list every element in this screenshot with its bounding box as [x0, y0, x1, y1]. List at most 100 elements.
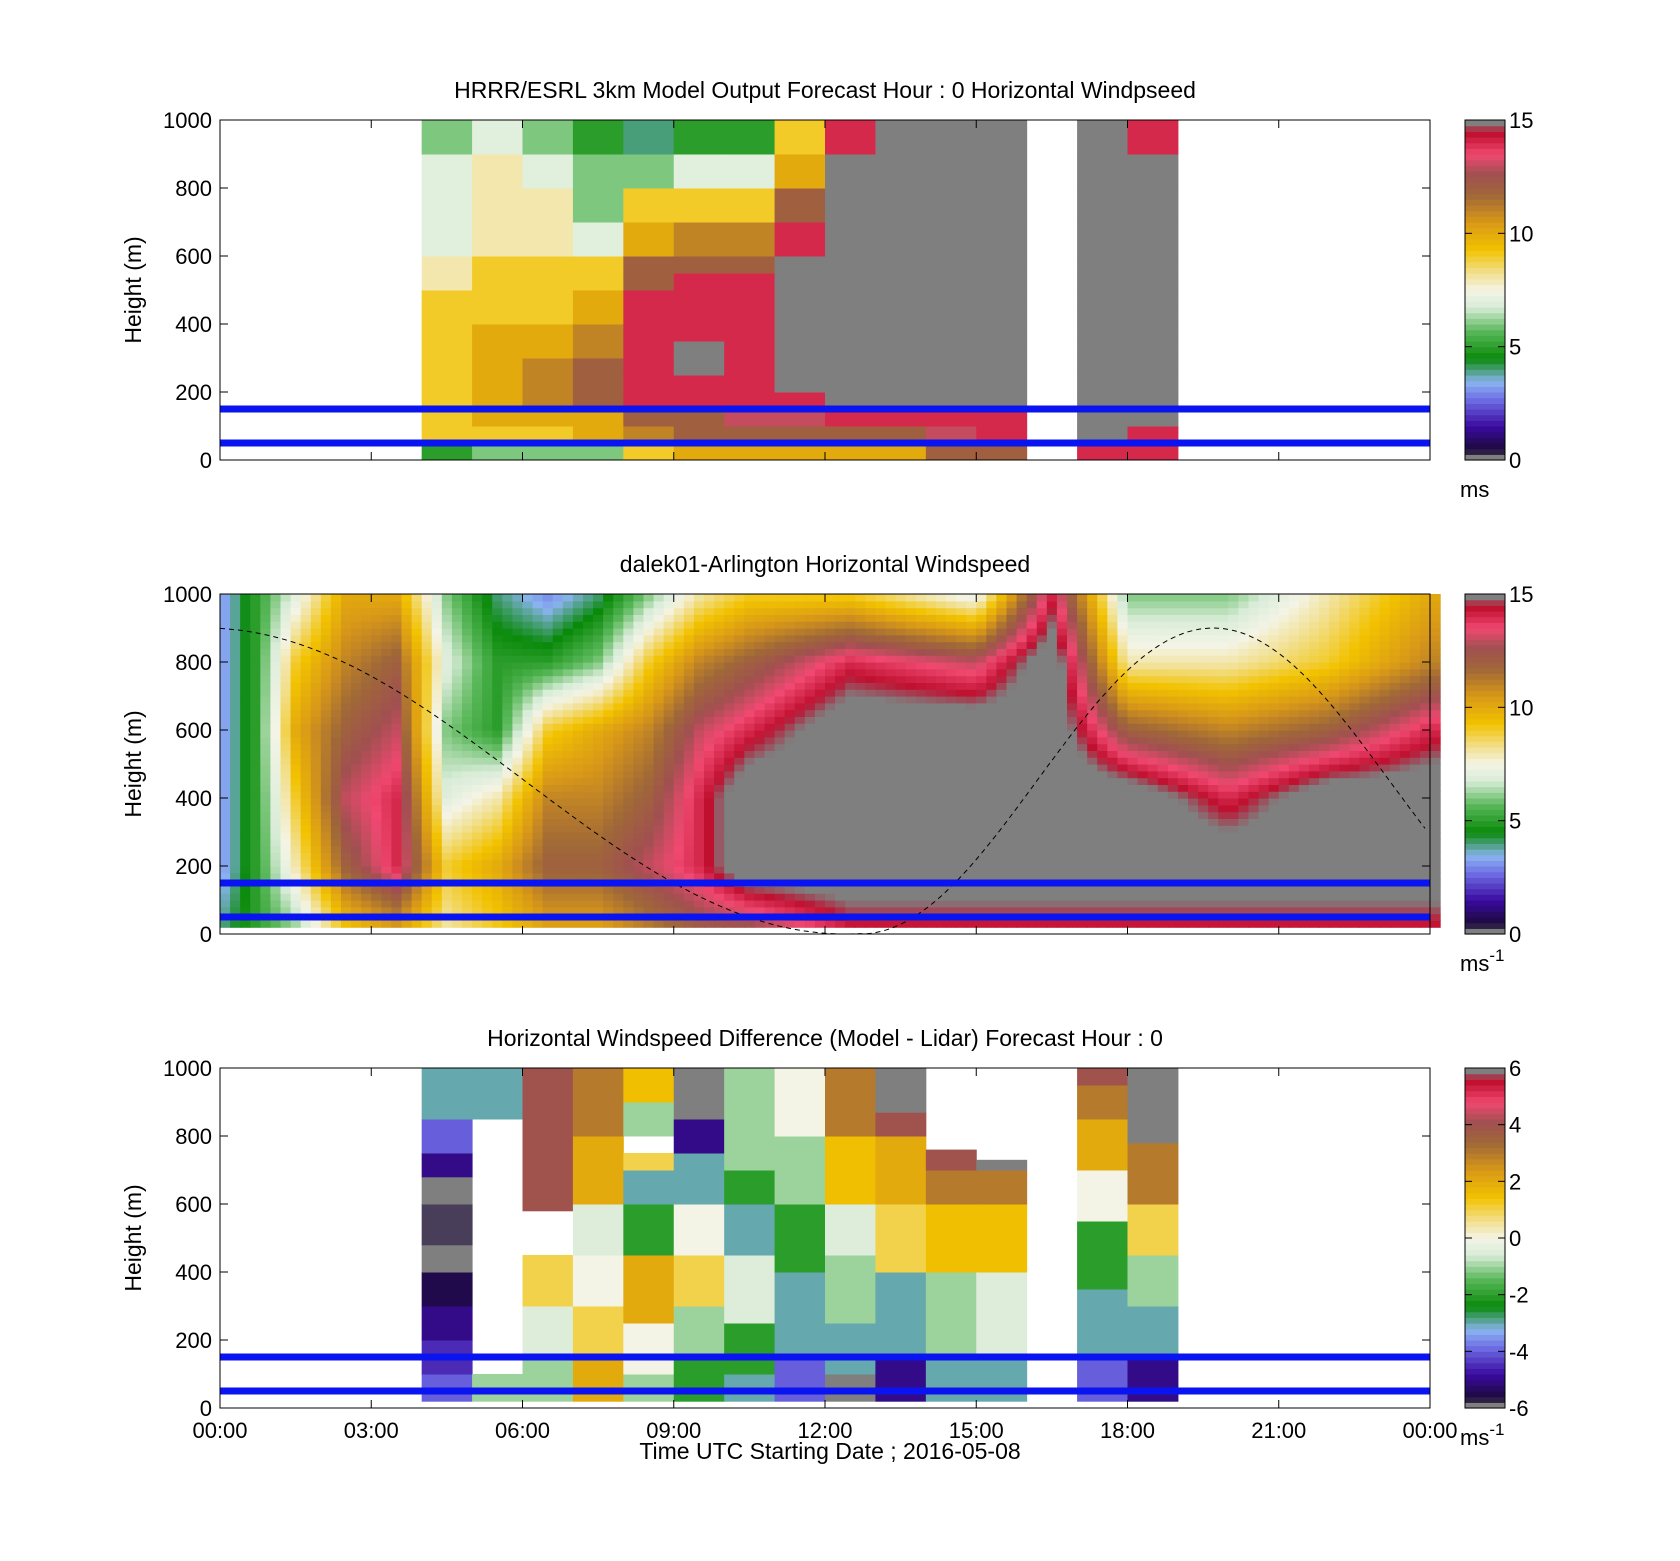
heatmap-cell	[532, 702, 544, 711]
heatmap-cell	[411, 682, 423, 690]
heatmap-cell	[431, 784, 443, 792]
heatmap-cell	[1087, 893, 1098, 901]
heatmap-cell	[976, 852, 987, 860]
colorbar-swatch	[1465, 256, 1505, 263]
heatmap-cell	[956, 784, 967, 792]
heatmap-cell	[835, 825, 846, 833]
heatmap-cell	[320, 859, 332, 867]
heatmap-cell	[1026, 662, 1038, 670]
heatmap-cell	[1147, 784, 1159, 792]
heatmap-cell	[804, 770, 816, 779]
heatmap-cell	[583, 804, 594, 813]
heatmap-cell	[1127, 736, 1139, 745]
heatmap-cell	[1127, 641, 1139, 649]
heatmap-cell	[986, 723, 998, 731]
heatmap-cell	[290, 866, 302, 874]
heatmap-cell	[875, 634, 887, 643]
heatmap-cell	[512, 730, 524, 738]
heatmap-cell	[683, 607, 695, 615]
heatmap-cell	[441, 614, 453, 622]
heatmap-cell	[1137, 709, 1149, 717]
heatmap-cell	[835, 804, 846, 813]
heatmap-cell	[421, 825, 433, 833]
heatmap-cell	[472, 358, 523, 376]
heatmap-cell	[986, 730, 998, 738]
heatmap-cell	[915, 600, 927, 609]
heatmap-cell	[966, 764, 977, 772]
heatmap-cell	[1147, 668, 1159, 677]
heatmap-cell	[1107, 614, 1119, 622]
heatmap-cell	[421, 818, 433, 826]
heatmap-cell	[341, 920, 352, 928]
heatmap-cell	[260, 886, 272, 894]
heatmap-cell	[875, 866, 887, 874]
heatmap-cell	[532, 920, 544, 928]
heatmap-cell	[250, 859, 261, 867]
heatmap-cell	[714, 818, 725, 826]
heatmap-cell	[421, 621, 433, 629]
heatmap-cell	[1036, 689, 1048, 697]
heatmap-cell	[996, 804, 1008, 813]
heatmap-cell	[996, 811, 1008, 819]
heatmap-cell	[492, 804, 503, 813]
heatmap-cell	[1087, 798, 1098, 806]
heatmap-cell	[1077, 920, 1088, 928]
heatmap-cell	[794, 757, 806, 765]
heatmap-cell	[976, 120, 1028, 155]
heatmap-cell	[542, 845, 554, 853]
heatmap-cell	[734, 764, 745, 772]
heatmap-cell	[1167, 825, 1179, 833]
heatmap-cell	[623, 594, 635, 602]
heatmap-cell	[1087, 723, 1098, 731]
heatmap-cell	[371, 804, 382, 813]
heatmap-cell	[351, 628, 362, 636]
heatmap-cell	[1097, 852, 1108, 860]
heatmap-cell	[845, 607, 856, 615]
heatmap-cell	[320, 689, 332, 697]
heatmap-cell	[663, 886, 675, 894]
heatmap-cell	[290, 770, 302, 779]
heatmap-cell	[905, 675, 917, 683]
heatmap-cell	[240, 668, 251, 677]
heatmap-cell	[623, 375, 675, 393]
heatmap-cell	[734, 832, 745, 840]
heatmap-cell	[1107, 736, 1119, 745]
heatmap-cell	[572, 886, 584, 894]
heatmap-cell	[522, 600, 534, 609]
heatmap-cell	[1127, 764, 1139, 772]
heatmap-cell	[1056, 804, 1068, 813]
heatmap-cell	[260, 621, 272, 629]
heatmap-cell	[1147, 662, 1159, 670]
heatmap-cell	[341, 784, 352, 792]
heatmap-cell	[1056, 696, 1068, 704]
heatmap-cell	[1167, 621, 1179, 629]
heatmap-cell	[663, 764, 675, 772]
heatmap-cell	[683, 900, 695, 908]
heatmap-cell	[230, 825, 241, 833]
heatmap-cell	[915, 655, 927, 663]
heatmap-cell	[825, 798, 836, 806]
heatmap-cell	[542, 906, 554, 915]
heatmap-cell	[1006, 770, 1018, 779]
heatmap-cell	[1067, 886, 1078, 894]
heatmap-cell	[542, 614, 554, 622]
heatmap-cell	[855, 723, 866, 731]
heatmap-cell	[693, 594, 705, 602]
heatmap-cell	[1046, 886, 1058, 894]
heatmap-cell	[1157, 777, 1169, 785]
heatmap-cell	[976, 324, 1028, 342]
heatmap-cell	[572, 784, 584, 792]
heatmap-cell	[330, 852, 342, 860]
heatmap-cell	[734, 791, 745, 799]
heatmap-cell	[583, 634, 594, 643]
heatmap-cell	[593, 675, 604, 683]
heatmap-cell	[593, 906, 604, 915]
heatmap-cell	[1056, 757, 1068, 765]
heatmap-cell	[905, 838, 917, 847]
heatmap-cell	[794, 838, 806, 847]
heatmap-cell	[492, 621, 503, 629]
heatmap-cell	[381, 811, 393, 819]
heatmap-cell	[885, 804, 897, 813]
heatmap-cell	[401, 832, 413, 840]
heatmap-cell	[472, 702, 483, 711]
